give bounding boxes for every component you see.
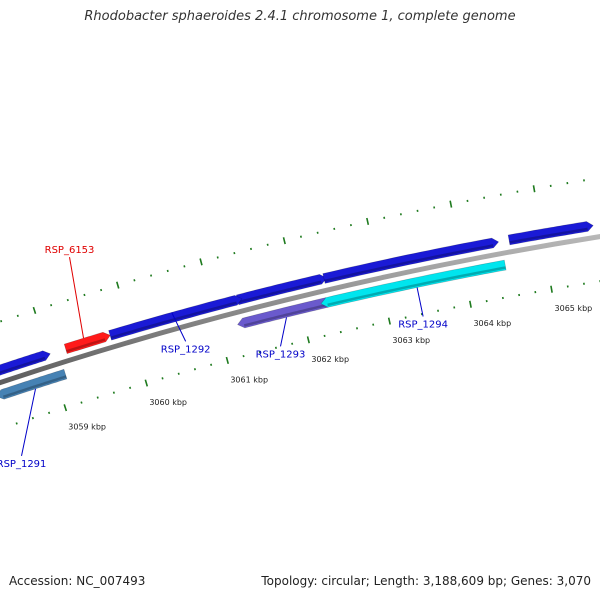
- inner-tick: [31, 416, 34, 420]
- scale-tick-label: 3059 kbp: [68, 423, 106, 432]
- inner-tick: [193, 368, 196, 371]
- gene-shading: [110, 301, 237, 339]
- outer-tick: [150, 274, 153, 277]
- inner-tick: [80, 401, 83, 404]
- inner-tick: [387, 317, 391, 325]
- outer-tick: [50, 304, 53, 307]
- gene-feature[interactable]: [507, 221, 594, 246]
- gene-shading: [0, 356, 46, 374]
- inner-tick: [306, 336, 310, 344]
- gene-feature[interactable]: [235, 274, 328, 306]
- inner-tick: [15, 422, 18, 425]
- gene-shading: [66, 338, 106, 353]
- outer-tick: [116, 281, 120, 289]
- inner-tick: [210, 363, 213, 366]
- gene-shading: [509, 227, 588, 244]
- inner-tick: [225, 356, 230, 365]
- outer-tick: [83, 293, 86, 297]
- scale-tick-label: 3060 kbp: [149, 398, 187, 407]
- gene-shading: [243, 303, 328, 327]
- gene-rsp-1294[interactable]: [320, 259, 507, 308]
- genome-summary: Topology: circular; Length: 3,188,609 bp…: [261, 574, 591, 588]
- inner-tick-track: [15, 280, 600, 425]
- gene-label-rsp-1291[interactable]: RSP_1291: [0, 459, 46, 470]
- gene-rsp-1291[interactable]: [0, 368, 68, 400]
- outer-tick: [100, 288, 103, 292]
- gene-shading: [2, 375, 67, 398]
- gene-track: [0, 221, 594, 400]
- scale-tick-label: 3061 kbp: [230, 375, 268, 384]
- gene-shading: [327, 266, 506, 307]
- outer-tick: [183, 265, 186, 268]
- inner-tick: [161, 377, 164, 380]
- map-title: Rhodobacter sphaeroides 2.4.1 chromosome…: [84, 9, 516, 24]
- outer-tick: [0, 319, 3, 323]
- inner-tick: [177, 372, 180, 375]
- gene-label-rsp-6153[interactable]: RSP_6153: [45, 245, 95, 256]
- outer-tick: [166, 269, 169, 273]
- chromosome-backbone: [0, 234, 600, 386]
- outer-tick: [133, 279, 136, 282]
- gene-leader-line: [171, 312, 187, 342]
- gene-shading: [237, 280, 322, 304]
- inner-tick: [96, 396, 99, 399]
- outer-tick: [216, 256, 219, 259]
- gene-rsp-6153[interactable]: [63, 331, 111, 354]
- outer-tick: [16, 314, 19, 317]
- outer-tick: [532, 185, 536, 193]
- gene-leader-line: [280, 317, 287, 347]
- outer-tick: [66, 298, 69, 302]
- inner-tick: [550, 285, 553, 293]
- scale-tick-label: 3064 kbp: [473, 319, 511, 328]
- outer-tick: [282, 237, 286, 245]
- scale-tick-label: 3062 kbp: [311, 355, 349, 364]
- scale-tick-label: 3065 kbp: [555, 304, 593, 313]
- gene-shading: [324, 244, 494, 283]
- gene-label-rsp-1293[interactable]: RSP_1293: [256, 349, 306, 360]
- inner-tick: [48, 411, 51, 415]
- inner-tick: [112, 391, 115, 394]
- accession-label: Accession: NC_007493: [9, 574, 146, 588]
- outer-tick: [449, 200, 453, 208]
- gene-leader-line: [69, 257, 85, 339]
- outer-tick: [199, 258, 203, 266]
- gene-leader-line: [21, 388, 36, 456]
- outer-tick-track: [0, 179, 585, 323]
- gene-label-rsp-1292[interactable]: RSP_1292: [161, 344, 211, 355]
- inner-tick: [242, 354, 245, 358]
- inner-tick: [63, 404, 68, 412]
- outer-tick: [32, 306, 37, 315]
- gene-label-rsp-1294[interactable]: RSP_1294: [398, 320, 448, 331]
- inner-tick: [144, 379, 149, 387]
- gene-feature[interactable]: [0, 350, 51, 377]
- scale-tick-label: 3063 kbp: [392, 336, 430, 345]
- gene-leader-line: [416, 287, 424, 317]
- outer-tick: [366, 217, 370, 226]
- gene-rsp-1292[interactable]: [108, 295, 243, 341]
- gene-feature[interactable]: [322, 237, 500, 284]
- inner-tick: [469, 300, 472, 308]
- inner-tick: [129, 386, 132, 389]
- label-layer: 3059 kbp 3060 kbp 3061 kbp 3062 kbp 3063 kbp…: [0, 245, 592, 470]
